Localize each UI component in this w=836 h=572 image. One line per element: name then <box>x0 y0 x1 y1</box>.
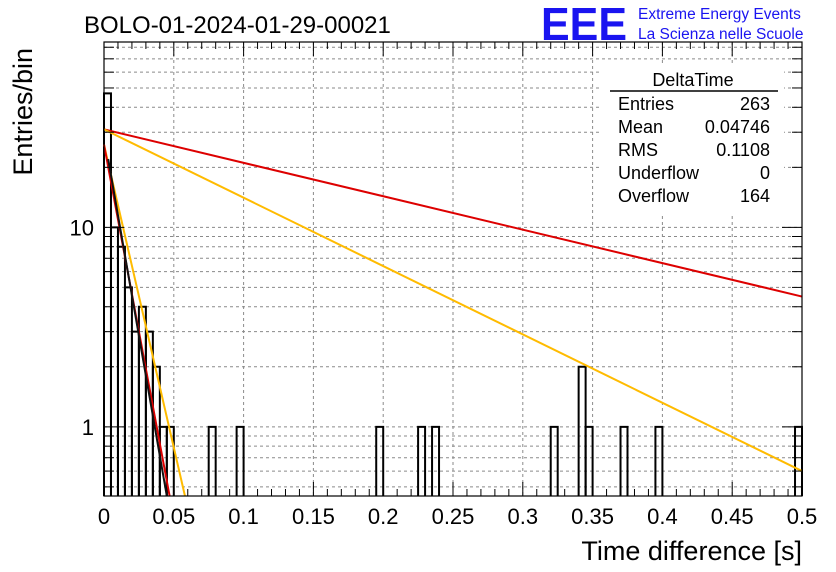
axis-ticks <box>103 42 803 496</box>
stats-value: 263 <box>740 94 770 114</box>
histogram-bin <box>619 425 629 496</box>
x-tick-label: 0 <box>98 504 110 529</box>
x-tick-label: 0.2 <box>368 504 399 529</box>
x-tick-label: 0.35 <box>571 504 614 529</box>
y-axis-title: Entries/bin <box>8 48 38 176</box>
histogram-bin <box>116 245 126 496</box>
eee-logo-mark: EEE <box>541 0 627 50</box>
histogram-bin <box>431 425 441 496</box>
histogram-bin <box>375 425 385 496</box>
eee-logo: EEE Extreme Energy Events La Scienza nel… <box>541 0 803 50</box>
stats-label: Mean <box>618 117 663 137</box>
histogram-bin <box>654 425 664 496</box>
plot-title: BOLO-01-2024-01-29-00021 <box>84 12 391 39</box>
x-tick-label: 0.45 <box>711 504 754 529</box>
fit-line <box>103 144 186 497</box>
x-tick-label: 0.25 <box>432 504 475 529</box>
stats-label: RMS <box>618 140 658 160</box>
histogram-bin <box>549 425 559 496</box>
stats-label: Underflow <box>618 163 700 183</box>
histogram-bin <box>577 365 587 496</box>
x-tick-label: 0.05 <box>152 504 195 529</box>
x-tick-label: 0.5 <box>787 504 818 529</box>
histogram-bin <box>123 286 133 496</box>
stats-value: 0 <box>760 163 770 183</box>
x-axis-title: Time difference [s] <box>581 536 802 566</box>
fit-line <box>103 128 803 472</box>
stats-value: 0.04746 <box>705 117 770 137</box>
fit-line <box>107 158 168 497</box>
x-tick-label: 0.1 <box>228 504 259 529</box>
x-tick-label: 0.4 <box>647 504 678 529</box>
x-tick-label: 0.3 <box>508 504 539 529</box>
stats-box: DeltaTime Entries 263 Mean 0.04746 RMS 0.1108… <box>600 66 784 216</box>
histogram-bin <box>794 425 803 496</box>
stats-value: 164 <box>740 186 770 206</box>
eee-logo-line2: La Scienza nelle Scuole <box>638 26 803 43</box>
histogram-bin <box>584 425 594 496</box>
histogram-bin <box>109 226 119 496</box>
y-tick-label: 1 <box>82 415 94 440</box>
stats-value: 0.1108 <box>716 140 770 160</box>
histogram-bin <box>165 425 175 496</box>
histogram-bin <box>235 425 245 496</box>
tick-labels: 0 0.05 0.1 0.15 0.2 0.25 0.3 0.35 0.4 0.45 0.5 1 10 <box>70 215 818 529</box>
stats-label: Entries <box>618 94 674 114</box>
histogram-bin <box>207 425 217 496</box>
stats-label: Overflow <box>618 186 690 206</box>
eee-logo-line1: Extreme Energy Events <box>638 6 801 23</box>
fit-curves <box>103 128 803 497</box>
stats-box-name: DeltaTime <box>652 70 733 90</box>
x-tick-label: 0.15 <box>292 504 335 529</box>
y-tick-label: 10 <box>70 215 94 240</box>
fit-line <box>103 128 803 298</box>
histogram-bin <box>417 425 427 496</box>
